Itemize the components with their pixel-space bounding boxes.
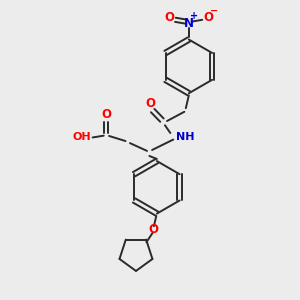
Text: OH: OH [72,132,91,142]
Text: NH: NH [176,132,195,142]
Text: +: + [190,11,198,21]
Text: O: O [203,11,214,24]
Text: O: O [145,97,155,110]
Text: O: O [148,223,158,236]
Text: −: − [210,6,218,16]
Text: O: O [102,108,112,121]
Text: O: O [165,11,175,24]
Text: N: N [184,17,194,31]
